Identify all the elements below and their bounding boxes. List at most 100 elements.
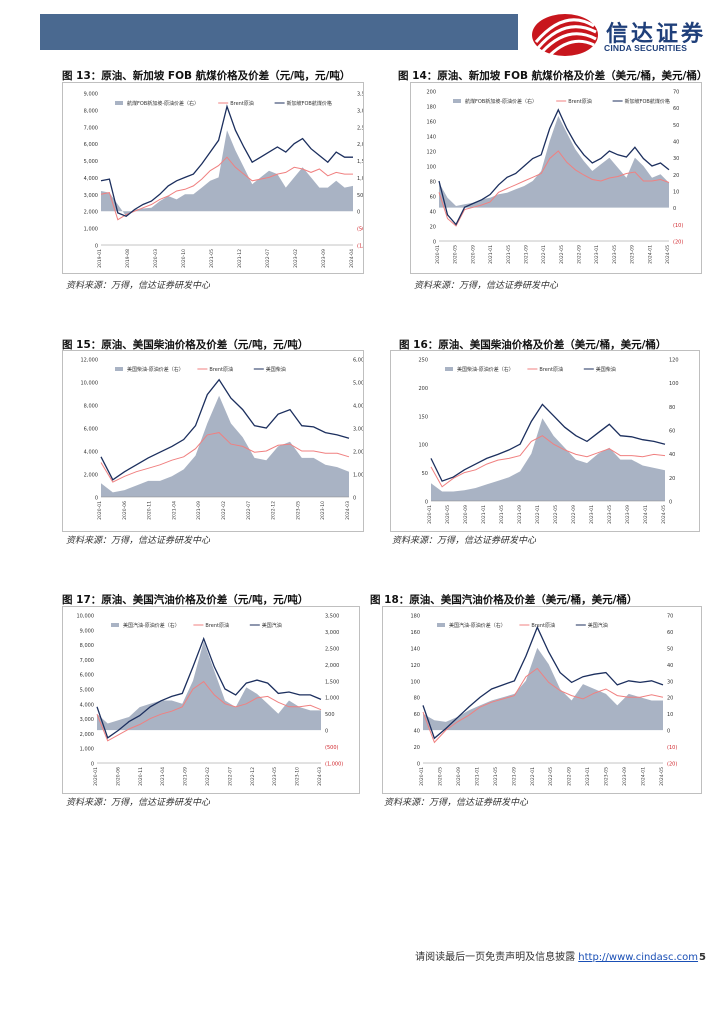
right-tick-label: 2,500 <box>357 125 363 131</box>
figure-17-source: 资料来源：万得，信达证券研发中心 <box>66 798 211 808</box>
left-tick-label: 0 <box>91 762 94 768</box>
left-tick-label: 60 <box>430 195 436 201</box>
header-bar <box>40 14 518 50</box>
right-tick-label: (20) <box>667 762 677 768</box>
figure-13-source: 资料来源：万得，信达证券研发中心 <box>66 281 211 291</box>
x-tick-label: 2021-04 <box>160 767 166 786</box>
x-tick-label: 2020-01 <box>419 767 425 786</box>
left-tick-label: 4,000 <box>80 702 94 708</box>
figure-14-title: 图 14：原油、新加坡 FOB 航煤价格及价差（美元/桶，美元/桶） <box>398 70 708 82</box>
right-tick-label: 10 <box>673 190 679 196</box>
product-price-line <box>430 403 666 482</box>
right-tick-label: 1,500 <box>357 159 363 165</box>
legend-label: 美国汽油-原油价差（右） <box>449 622 506 629</box>
x-tick-label: 2023-05 <box>612 245 618 264</box>
left-tick-label: 0 <box>433 240 436 246</box>
brent-line <box>438 150 670 227</box>
legend-swatch <box>115 367 123 371</box>
x-tick-label: 2020-09 <box>470 245 476 264</box>
right-tick-label: 3,000 <box>357 108 363 114</box>
figure-17-title: 图 17：原油、美国汽油价格及价差（元/吨，元/吨） <box>62 594 309 606</box>
right-tick-label: 6,000 <box>353 358 363 364</box>
product-price-line <box>96 636 322 739</box>
right-tick-label: 0 <box>673 206 676 212</box>
x-tick-label: 2024-01 <box>647 245 653 264</box>
left-tick-label: 2,000 <box>84 210 98 216</box>
left-tick-label: 140 <box>410 646 420 652</box>
x-tick-label: 2022-02 <box>221 501 227 520</box>
x-tick-label: 2023-05 <box>607 505 613 524</box>
right-tick-label: 80 <box>669 405 675 411</box>
x-tick-label: 2021-05 <box>506 245 512 264</box>
x-tick-label: 2023-05 <box>295 501 301 520</box>
brent-line <box>100 432 350 483</box>
x-tick-label: 2021-05 <box>493 767 499 786</box>
footer-link[interactable]: http://www.cindasc.com <box>578 952 699 963</box>
footer: 请阅读最后一页免责声明及信息披露 http://www.cindasc.com5 <box>415 948 706 963</box>
left-tick-label: 9,000 <box>84 92 98 98</box>
figure-13-svg: 0 1,000 2,000 3,000 4,000 5,000 6,000 7,000 8,00… <box>84 92 376 268</box>
legend-label: Brent原油 <box>539 366 563 373</box>
right-tick-label: 3,500 <box>357 92 363 98</box>
x-tick-label: 2022-07 <box>265 249 271 268</box>
left-tick-label: 100 <box>410 679 420 685</box>
x-tick-label: 2024-05 <box>659 767 665 786</box>
x-tick-label: 2022-05 <box>548 767 554 786</box>
right-tick-label: 40 <box>673 140 679 146</box>
legend-label: 航煤FOB新加坡-原油价差（右） <box>127 100 199 107</box>
figure-16-title: 图 16：原油、美国柴油价格及价差（美元/桶，美元/桶） <box>399 339 667 351</box>
x-tick-label: 2022-12 <box>271 501 277 520</box>
legend-label: Brent原油 <box>568 98 592 105</box>
right-tick-label: 2,500 <box>325 646 339 652</box>
right-tick-label: 20 <box>667 696 673 702</box>
left-tick-label: 120 <box>410 663 420 669</box>
left-tick-label: 150 <box>418 414 428 420</box>
left-tick-label: 8,000 <box>80 643 94 649</box>
logo-en-text: CINDA SECURITIES <box>604 43 688 53</box>
left-tick-label: 12,000 <box>81 358 99 364</box>
left-tick-label: 40 <box>414 729 420 735</box>
spread-area <box>101 395 349 497</box>
right-tick-label: 4,000 <box>353 404 363 410</box>
left-tick-label: 2,000 <box>84 473 98 479</box>
left-tick-label: 1,000 <box>80 747 94 753</box>
left-tick-label: 9,000 <box>80 628 94 634</box>
product-price-line <box>100 104 353 218</box>
left-tick-label: 60 <box>414 712 420 718</box>
product-price-line <box>422 625 664 740</box>
figure-18-svg: 0 20 40 60 80 100 120 140 160 180 (20) (10) 0 10 20 30 4… <box>410 614 677 786</box>
right-tick-label: 2,000 <box>357 142 363 148</box>
left-tick-label: 0 <box>95 244 98 250</box>
right-tick-label: 40 <box>667 663 673 669</box>
brent-line <box>422 667 664 744</box>
left-tick-label: 80 <box>414 696 420 702</box>
right-tick-label: (10) <box>673 223 683 229</box>
spread-area <box>439 116 669 208</box>
legend-label: 新加坡FOB航煤价格 <box>287 100 332 107</box>
spread-area <box>423 647 663 731</box>
x-tick-label: 2022-09 <box>577 245 583 264</box>
left-tick-label: 160 <box>410 630 420 636</box>
legend-label: 美国汽油-原油价差（右） <box>123 622 180 629</box>
left-tick-label: 7,000 <box>84 125 98 131</box>
left-tick-label: 0 <box>95 496 98 502</box>
x-tick-label: 2019-08 <box>125 249 131 268</box>
legend-label: 航煤FOB新加坡-原油价差（右） <box>465 98 537 105</box>
right-tick-label: 100 <box>669 381 679 387</box>
right-tick-label: 70 <box>667 614 673 620</box>
x-tick-label: 2023-09 <box>321 249 327 268</box>
x-tick-label: 2021-01 <box>481 505 487 524</box>
figure-18-chart: 0 20 40 60 80 100 120 140 160 180 (20) (10) 0 10 20 30 4… <box>382 606 702 794</box>
right-tick-label: 3,000 <box>353 427 363 433</box>
right-tick-label: 0 <box>667 729 670 735</box>
figure-15-title: 图 15：原油、美国柴油价格及价差（元/吨，元/吨） <box>62 339 309 351</box>
x-tick-label: 2023-09 <box>622 767 628 786</box>
x-tick-label: 2023-02 <box>293 249 299 268</box>
figure-17-chart: 0 1,000 2,000 3,000 4,000 5,000 6,000 7,000 8,00… <box>62 606 360 794</box>
x-tick-label: 2021-12 <box>237 249 243 268</box>
x-tick-label: 2020-09 <box>463 505 469 524</box>
brent-line <box>100 156 353 221</box>
right-tick-label: 50 <box>667 646 673 652</box>
left-tick-label: 100 <box>418 443 428 449</box>
legend-label: 美国柴油 <box>266 366 286 373</box>
